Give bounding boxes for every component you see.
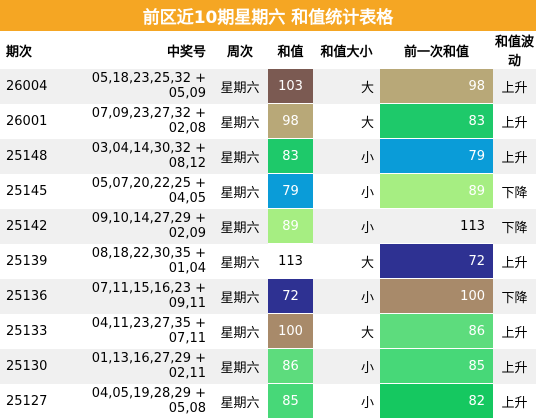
numbers-cell: 08,18,22,30,35 + 01,04 bbox=[91, 246, 206, 276]
trend-cell: 上升 bbox=[501, 255, 528, 271]
issue-cell: 25148 bbox=[6, 148, 48, 164]
size-cell: 大 bbox=[360, 255, 374, 271]
weekday-cell: 星期六 bbox=[220, 150, 260, 166]
sum-cell: 100 bbox=[268, 313, 313, 349]
numbers-cell: 05,07,20,22,25 + 04,05 bbox=[91, 176, 206, 206]
numbers-cell: 04,11,23,27,35 + 07,11 bbox=[91, 316, 206, 346]
table-row: 26004 05,18,23,25,32 + 05,09 星期六 103 大 98 上升 bbox=[0, 69, 536, 104]
trend-cell: 上升 bbox=[501, 150, 528, 166]
weekday-cell: 星期六 bbox=[220, 255, 260, 271]
size-cell: 小 bbox=[360, 185, 374, 201]
sum-cell: 83 bbox=[268, 138, 313, 174]
size-cell: 大 bbox=[360, 115, 374, 131]
table-row: 25133 04,11,23,27,35 + 07,11 星期六 100 大 86 上升 bbox=[0, 313, 536, 349]
issue-cell: 25127 bbox=[6, 393, 48, 409]
numbers-cell: 04,05,19,28,29 + 05,08 bbox=[91, 386, 206, 416]
table-row: 26001 07,09,23,27,32 + 02,08 星期六 98 大 83 上升 bbox=[0, 103, 536, 139]
issue-cell: 25142 bbox=[6, 218, 48, 234]
issue-cell: 25130 bbox=[6, 358, 48, 374]
trend-cell: 下降 bbox=[501, 220, 528, 236]
sum-cell: 85 bbox=[268, 383, 313, 419]
numbers-cell: 03,04,14,30,32 + 08,12 bbox=[91, 141, 206, 171]
header-trend: 和值波动 bbox=[494, 35, 534, 69]
numbers-cell: 07,11,15,16,23 + 09,11 bbox=[91, 281, 206, 311]
numbers-cell: 09,10,14,27,29 + 02,09 bbox=[91, 211, 206, 241]
prev-sum-cell: 83 bbox=[380, 103, 493, 139]
prev-sum-cell: 98 bbox=[380, 69, 493, 104]
header-prev-sum: 前一次和值 bbox=[403, 44, 469, 60]
table-row: 25130 01,13,16,27,29 + 02,11 星期六 86 小 85 上升 bbox=[0, 348, 536, 384]
prev-sum-cell: 79 bbox=[380, 138, 493, 174]
sum-cell: 89 bbox=[268, 208, 313, 244]
numbers-cell: 07,09,23,27,32 + 02,08 bbox=[91, 106, 206, 136]
size-cell: 小 bbox=[360, 220, 374, 236]
size-cell: 小 bbox=[360, 290, 374, 306]
numbers-cell: 05,18,23,25,32 + 05,09 bbox=[91, 71, 206, 102]
issue-cell: 25133 bbox=[6, 323, 48, 339]
size-cell: 大 bbox=[360, 325, 374, 341]
weekday-cell: 星期六 bbox=[220, 185, 260, 201]
weekday-cell: 星期六 bbox=[220, 290, 260, 306]
sum-cell: 113 bbox=[268, 243, 313, 279]
trend-cell: 下降 bbox=[501, 185, 528, 201]
numbers-cell: 01,13,16,27,29 + 02,11 bbox=[91, 351, 206, 381]
prev-sum-cell: 113 bbox=[380, 208, 493, 244]
sum-cell: 72 bbox=[268, 278, 313, 314]
issue-cell: 25145 bbox=[6, 183, 48, 199]
trend-cell: 上升 bbox=[501, 80, 528, 96]
weekday-cell: 星期六 bbox=[220, 80, 260, 96]
trend-cell: 上升 bbox=[501, 325, 528, 341]
header-issue: 期次 bbox=[6, 44, 33, 60]
prev-sum-cell: 89 bbox=[380, 173, 493, 209]
trend-cell: 上升 bbox=[501, 395, 528, 411]
issue-cell: 25136 bbox=[6, 288, 48, 304]
header-row: 期次 中奖号 周次 和值 和值大小 前一次和值 和值波动 bbox=[0, 31, 536, 69]
weekday-cell: 星期六 bbox=[220, 115, 260, 131]
header-numbers: 中奖号 bbox=[166, 44, 206, 60]
sum-stats-table: 期次 中奖号 周次 和值 和值大小 前一次和值 和值波动 26004 05,18,… bbox=[0, 31, 536, 419]
size-cell: 小 bbox=[360, 150, 374, 166]
table-row: 25148 03,04,14,30,32 + 08,12 星期六 83 小 79 上升 bbox=[0, 138, 536, 174]
size-cell: 大 bbox=[360, 80, 374, 96]
prev-sum-cell: 72 bbox=[380, 243, 493, 279]
size-cell: 小 bbox=[360, 395, 374, 411]
sum-cell: 86 bbox=[268, 348, 313, 384]
weekday-cell: 星期六 bbox=[220, 360, 260, 376]
issue-cell: 26004 bbox=[6, 78, 48, 94]
weekday-cell: 星期六 bbox=[220, 220, 260, 236]
weekday-cell: 星期六 bbox=[220, 325, 260, 341]
sum-cell: 79 bbox=[268, 173, 313, 209]
trend-cell: 下降 bbox=[501, 290, 528, 306]
prev-sum-cell: 86 bbox=[380, 313, 493, 349]
trend-cell: 上升 bbox=[501, 115, 528, 131]
prev-sum-cell: 100 bbox=[380, 278, 493, 314]
sum-cell: 103 bbox=[268, 69, 313, 104]
prev-sum-cell: 82 bbox=[380, 383, 493, 419]
header-size: 和值大小 bbox=[320, 44, 373, 60]
trend-cell: 上升 bbox=[501, 360, 528, 376]
table-row: 25142 09,10,14,27,29 + 02,09 星期六 89 小 113 下降 bbox=[0, 208, 536, 244]
table-row: 25136 07,11,15,16,23 + 09,11 星期六 72 小 100 下降 bbox=[0, 278, 536, 314]
table-title: 前区近10期星期六 和值统计表格 bbox=[0, 0, 536, 31]
prev-sum-cell: 85 bbox=[380, 348, 493, 384]
table-row: 25127 04,05,19,28,29 + 05,08 星期六 85 小 82 上升 bbox=[0, 383, 536, 419]
sum-cell: 98 bbox=[268, 103, 313, 139]
table-row: 25145 05,07,20,22,25 + 04,05 星期六 79 小 89 下降 bbox=[0, 173, 536, 209]
issue-cell: 25139 bbox=[6, 253, 48, 269]
issue-cell: 26001 bbox=[6, 113, 48, 129]
table-row: 25139 08,18,22,30,35 + 01,04 星期六 113 大 72 上升 bbox=[0, 243, 536, 279]
size-cell: 小 bbox=[360, 360, 374, 376]
header-weekday: 周次 bbox=[226, 44, 253, 60]
weekday-cell: 星期六 bbox=[220, 395, 260, 411]
header-sum: 和值 bbox=[277, 44, 304, 60]
